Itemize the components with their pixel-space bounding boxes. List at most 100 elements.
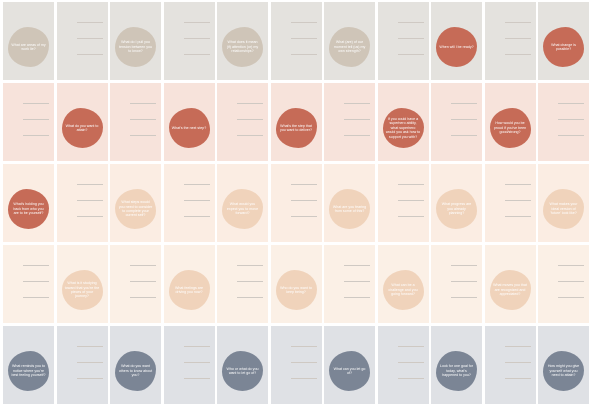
prompt-card[interactable]: Who or what do you want to let go of?	[217, 326, 268, 404]
prompt-card[interactable]: What moves you that are recognized and a…	[484, 245, 536, 323]
notes-card[interactable]	[3, 245, 54, 323]
prompt-card[interactable]: What's the step that you want to deliver…	[270, 83, 322, 161]
note-line	[397, 54, 424, 55]
notes-card[interactable]	[270, 326, 322, 404]
prompt-card[interactable]: When will I be ready?	[431, 2, 482, 80]
notes-card[interactable]	[484, 2, 536, 80]
prompt-card[interactable]: How might you give yourself what you nee…	[538, 326, 589, 404]
notes-card[interactable]	[270, 164, 322, 242]
note-line	[76, 200, 103, 201]
note-line	[76, 38, 103, 39]
note-line	[558, 265, 584, 266]
note-line	[451, 135, 477, 136]
note-line	[23, 265, 49, 266]
notes-card[interactable]	[56, 326, 108, 404]
notes-card[interactable]	[3, 83, 54, 161]
note-line	[344, 119, 370, 120]
notes-card[interactable]	[377, 2, 429, 80]
notes-card[interactable]	[270, 2, 322, 80]
prompt-card[interactable]: If you could have a superhero ability, w…	[377, 83, 429, 161]
prompt-card[interactable]: What can be a challenge and you going fo…	[377, 245, 429, 323]
note-line	[183, 362, 210, 363]
prompt-card[interactable]: How would you be proud if you've been go…	[484, 83, 536, 161]
prompt-card[interactable]: Who do you want to keep being?	[270, 245, 322, 323]
prompt-card[interactable]: What reminds you to notice where you're …	[3, 326, 54, 404]
notes-card[interactable]	[324, 245, 375, 323]
prompt-card[interactable]: What's the next step?	[163, 83, 215, 161]
note-line	[183, 200, 210, 201]
notes-card[interactable]	[484, 326, 536, 404]
question-blob: What do I pull you tension between you t…	[115, 27, 156, 67]
note-line	[504, 200, 531, 201]
question-blob: What moves you that are recognized and a…	[489, 270, 531, 310]
notes-card[interactable]	[217, 83, 268, 161]
note-line	[237, 119, 263, 120]
notes-card[interactable]	[163, 2, 215, 80]
note-line	[76, 346, 103, 347]
question-blob: What (are) of our moment tell (us) my ow…	[329, 27, 370, 67]
question-blob: What is it studying toward that you're t…	[61, 270, 103, 310]
prompt-card[interactable]: What's holding you back from who you are…	[3, 164, 54, 242]
question-blob: How might you give yourself what you nee…	[543, 351, 584, 391]
note-line	[504, 184, 531, 185]
notes-card[interactable]	[110, 245, 161, 323]
note-line	[397, 378, 424, 379]
note-line	[344, 135, 370, 136]
note-line	[76, 54, 103, 55]
notes-card[interactable]	[56, 164, 108, 242]
prompt-card[interactable]: What progress are you already planning?	[431, 164, 482, 242]
question-blob: What do you want others to know about yo…	[115, 351, 156, 391]
prompt-card[interactable]: What do you want others to know about yo…	[110, 326, 161, 404]
note-line	[397, 216, 424, 217]
notes-card[interactable]	[377, 326, 429, 404]
prompt-card[interactable]: What do you want to attain?	[56, 83, 108, 161]
notes-card[interactable]	[163, 326, 215, 404]
note-line	[183, 378, 210, 379]
notes-card[interactable]	[163, 164, 215, 242]
prompt-card[interactable]: What feelings are driving you now?	[163, 245, 215, 323]
note-line	[504, 346, 531, 347]
question-blob: What reminds you to notice where you're …	[8, 351, 49, 391]
prompt-card[interactable]: What is it studying toward that you're t…	[56, 245, 108, 323]
note-line	[504, 54, 531, 55]
question-blob: What steps would you need to consider to…	[115, 189, 156, 229]
question-blob: What does it mean (if) attention (or) my…	[222, 27, 263, 67]
prompt-card[interactable]: What can you let go of?	[324, 326, 375, 404]
notes-card[interactable]	[484, 164, 536, 242]
prompt-card[interactable]: Look for one goal for today, what's happ…	[431, 326, 482, 404]
note-line	[23, 119, 49, 120]
note-line	[76, 378, 103, 379]
note-line	[290, 362, 317, 363]
prompt-card[interactable]: What does it mean (if) attention (or) my…	[217, 2, 268, 80]
prompt-card[interactable]: What (are) of our moment tell (us) my ow…	[324, 2, 375, 80]
notes-card[interactable]	[217, 245, 268, 323]
prompt-card[interactable]: What steps would you need to consider to…	[110, 164, 161, 242]
prompt-card[interactable]: What makes your ideal version of 'future…	[538, 164, 589, 242]
note-line	[130, 119, 156, 120]
note-line	[344, 297, 370, 298]
question-blob: What do you want to attain?	[61, 108, 103, 148]
prompt-card[interactable]: What are areas of my work lie?	[3, 2, 54, 80]
notes-card[interactable]	[431, 83, 482, 161]
notes-card[interactable]	[110, 83, 161, 161]
question-blob: How would you be proud if you've been go…	[489, 108, 531, 148]
question-blob: Who or what do you want to let go of?	[222, 351, 263, 391]
prompt-card[interactable]: What would you expect you to move forwar…	[217, 164, 268, 242]
prompt-card[interactable]: What change is possible?	[538, 2, 589, 80]
question-blob: What makes your ideal version of 'future…	[543, 189, 584, 229]
note-line	[23, 103, 49, 104]
note-line	[76, 362, 103, 363]
notes-card[interactable]	[538, 83, 589, 161]
notes-card[interactable]	[324, 83, 375, 161]
notes-card[interactable]	[56, 2, 108, 80]
notes-card[interactable]	[431, 245, 482, 323]
note-line	[130, 103, 156, 104]
note-line	[397, 38, 424, 39]
note-line	[504, 378, 531, 379]
prompt-card[interactable]: What are you fearing from some of this?	[324, 164, 375, 242]
notes-card[interactable]	[538, 245, 589, 323]
prompt-card[interactable]: What do I pull you tension between you t…	[110, 2, 161, 80]
question-blob: What change is possible?	[543, 27, 584, 67]
note-line	[290, 22, 317, 23]
notes-card[interactable]	[377, 164, 429, 242]
